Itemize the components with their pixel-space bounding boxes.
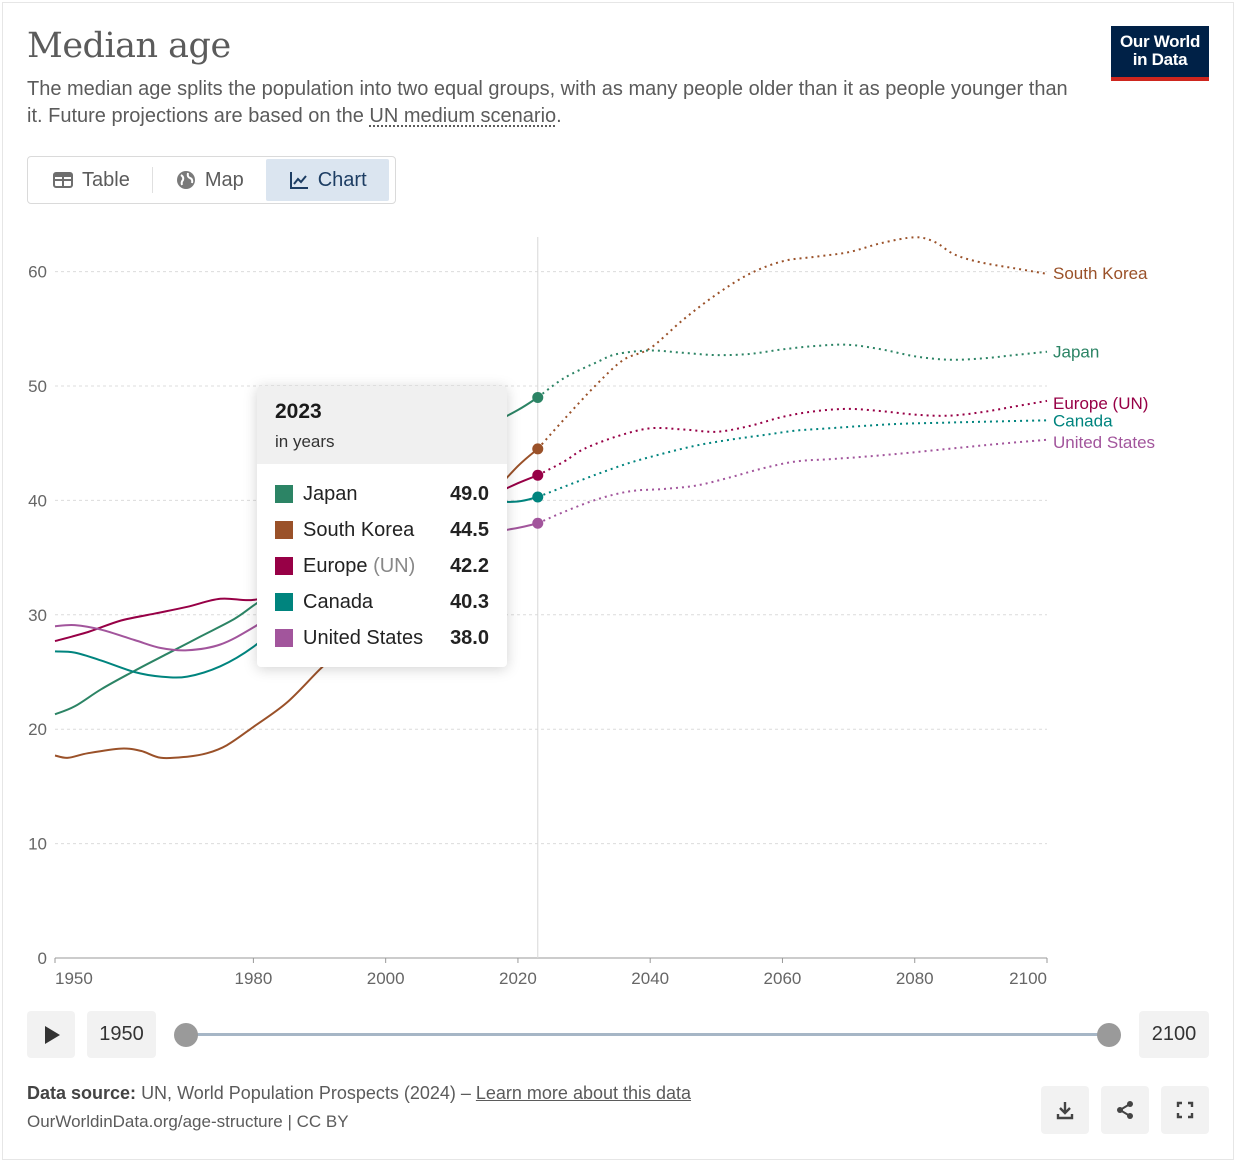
tooltip-header: 2023 in years xyxy=(257,386,507,464)
x-tick-label: 2000 xyxy=(367,969,405,988)
timeline-end-year[interactable]: 2100 xyxy=(1139,1011,1209,1058)
x-tick-label: 1950 xyxy=(55,969,93,988)
line-chart: 0 10 20 30 40 50 60 1950 1980 2000 2020 2040 2060 208… xyxy=(28,236,1155,988)
page-title: Median age xyxy=(27,26,231,66)
series-projection-europe-un xyxy=(537,399,1048,477)
un-medium-scenario-link[interactable]: UN medium scenario xyxy=(369,105,557,127)
y-tick-label: 60 xyxy=(28,263,47,282)
tooltip-swatch xyxy=(275,629,293,647)
view-tabs: Table Map Chart xyxy=(27,156,396,204)
series-label-united-states: United States xyxy=(1053,433,1155,452)
series-point-canada xyxy=(532,491,544,503)
share-button[interactable] xyxy=(1101,1086,1149,1134)
tooltip-row-united-states: United States 38.0 xyxy=(275,623,489,653)
subtitle-end: . xyxy=(556,105,562,127)
y-tick-label: 20 xyxy=(28,720,47,739)
series-projection-canada xyxy=(537,419,1048,498)
owid-logo[interactable]: Our World in Data xyxy=(1111,26,1209,81)
x-tick-label: 2040 xyxy=(631,969,669,988)
download-button[interactable] xyxy=(1041,1086,1089,1134)
series-point-south-korea xyxy=(532,443,544,455)
tooltip-series-value: 38.0 xyxy=(450,626,489,649)
data-source: Data source: UN, World Population Prospe… xyxy=(27,1083,691,1104)
tooltip-swatch xyxy=(275,593,293,611)
tooltip-series-name: Canada xyxy=(303,590,374,613)
timeline-end-handle[interactable] xyxy=(1097,1023,1121,1047)
series-label-south-korea: South Korea xyxy=(1053,264,1148,283)
fullscreen-icon xyxy=(1176,1101,1194,1119)
y-tick-label: 0 xyxy=(38,949,47,968)
y-tick-label: 30 xyxy=(28,606,47,625)
x-tick-label: 1980 xyxy=(234,969,272,988)
page-subtitle: The median age splits the population int… xyxy=(27,76,1087,130)
tab-chart-label: Chart xyxy=(317,168,367,191)
play-button[interactable] xyxy=(27,1011,75,1058)
source-label: Data source: xyxy=(27,1083,137,1103)
table-icon xyxy=(53,172,73,188)
tooltip-series-value: 44.5 xyxy=(450,518,489,541)
timeline-start-handle[interactable] xyxy=(174,1023,198,1047)
timeline-track[interactable] xyxy=(186,1033,1108,1036)
tab-map-label: Map xyxy=(204,168,244,191)
tooltip-swatch xyxy=(275,557,293,575)
x-tick-label: 2100 xyxy=(1009,969,1047,988)
y-tick-label: 50 xyxy=(28,377,47,396)
tooltip-series-name-wrap: Europe (UN) xyxy=(303,555,450,578)
tooltip-series-value: 40.3 xyxy=(450,590,489,613)
series-point-europe-un xyxy=(532,469,544,481)
series-point-united-states xyxy=(532,517,544,529)
share-icon xyxy=(1117,1101,1133,1119)
tooltip-series-suffix: (UN) xyxy=(373,554,416,577)
tab-divider xyxy=(151,167,153,193)
series-label-japan: Japan xyxy=(1053,343,1099,362)
logo-line2: in Data xyxy=(1132,50,1188,69)
tooltip-unit: in years xyxy=(275,432,335,451)
tooltip-swatch xyxy=(275,521,293,539)
tooltip-row-canada: Canada 40.3 xyxy=(275,587,489,617)
tab-table-label: Table xyxy=(82,168,130,191)
tooltip-series-name: South Korea xyxy=(303,518,415,541)
tooltip-series-name: Europe xyxy=(303,554,368,577)
tooltip-series-name: Japan xyxy=(303,482,358,505)
tooltip-year: 2023 xyxy=(275,400,322,423)
tooltip-series-value: 49.0 xyxy=(450,482,489,505)
learn-more-link[interactable]: Learn more about this data xyxy=(475,1083,692,1103)
series-projection-united-states xyxy=(537,438,1048,525)
series-projection-south-korea xyxy=(537,236,1048,450)
series-label-europe-un: Europe (UN) xyxy=(1053,394,1148,413)
logo-line1: Our World xyxy=(1119,32,1201,51)
source-url[interactable]: OurWorldinData.org/age-structure | CC BY xyxy=(27,1112,349,1131)
timeline-start-year[interactable]: 1950 xyxy=(87,1011,156,1058)
subtitle-text: The median age splits the population int… xyxy=(27,78,1068,127)
tooltip-row-europe: Europe (UN) 42.2 xyxy=(275,551,489,581)
download-icon xyxy=(1056,1102,1074,1120)
tooltip-series-name: United States xyxy=(303,626,424,649)
y-tick-label: 40 xyxy=(28,491,47,510)
line-chart-icon xyxy=(289,172,308,189)
x-tick-label: 2080 xyxy=(896,969,934,988)
tab-chart[interactable]: Chart xyxy=(265,159,389,201)
tooltip-series-value: 42.2 xyxy=(450,554,489,577)
series-point-japan xyxy=(532,391,544,403)
series-projection-japan xyxy=(537,343,1048,399)
tab-table[interactable]: Table xyxy=(30,159,152,201)
tab-map[interactable]: Map xyxy=(153,159,266,201)
tooltip-row-japan: Japan 49.0 xyxy=(275,479,489,509)
x-tick-label: 2060 xyxy=(764,969,802,988)
series-label-canada: Canada xyxy=(1053,411,1113,430)
globe-icon xyxy=(176,171,195,189)
y-tick-label: 10 xyxy=(28,835,47,854)
tooltip-swatch xyxy=(275,485,293,503)
fullscreen-button[interactable] xyxy=(1161,1086,1209,1134)
tooltip-row-south-korea: South Korea 44.5 xyxy=(275,515,489,545)
x-tick-label: 2020 xyxy=(499,969,537,988)
hover-tooltip: 2023 in years Japan 49.0 South Korea 44.… xyxy=(257,386,507,667)
source-text: UN, World Population Prospects (2024) – xyxy=(141,1083,476,1103)
